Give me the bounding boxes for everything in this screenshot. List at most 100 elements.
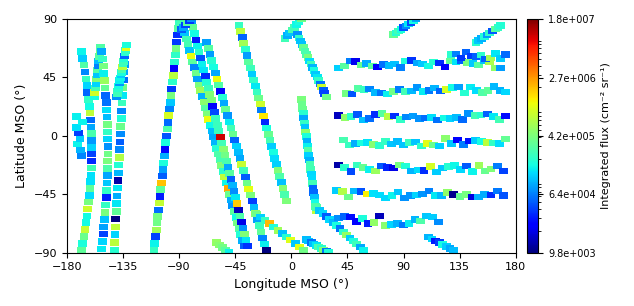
Bar [155, 193, 164, 200]
Bar [489, 140, 498, 146]
Bar [477, 52, 485, 58]
Bar [347, 91, 356, 97]
Bar [346, 58, 354, 64]
Bar [241, 174, 250, 180]
Bar [311, 71, 320, 77]
Bar [298, 106, 307, 112]
Bar [381, 222, 390, 229]
Bar [231, 214, 240, 221]
Bar [84, 89, 92, 96]
Bar [371, 168, 380, 174]
Bar [218, 94, 227, 101]
Bar [249, 76, 258, 83]
Bar [418, 191, 427, 197]
Bar [370, 141, 378, 147]
Y-axis label: Integrated flux (cm⁻² sr⁻¹): Integrated flux (cm⁻² sr⁻¹) [602, 62, 611, 209]
Bar [434, 117, 442, 123]
Bar [387, 141, 396, 147]
Bar [256, 101, 264, 107]
Bar [189, 24, 197, 31]
Bar [92, 76, 101, 82]
Bar [112, 94, 121, 100]
Bar [319, 210, 327, 217]
Bar [257, 107, 266, 113]
Bar [372, 89, 380, 96]
Bar [407, 88, 415, 94]
Bar [237, 219, 246, 225]
Bar [466, 84, 475, 90]
Bar [103, 129, 112, 135]
Bar [116, 75, 125, 81]
Bar [291, 240, 299, 247]
Bar [329, 219, 337, 226]
Bar [179, 24, 188, 31]
Bar [188, 59, 197, 65]
Bar [495, 116, 504, 123]
Bar [311, 203, 320, 210]
Bar [362, 60, 371, 67]
Bar [100, 224, 108, 230]
Bar [304, 147, 313, 154]
Bar [238, 34, 247, 41]
Bar [378, 110, 386, 117]
Bar [82, 83, 91, 89]
Bar [237, 161, 246, 168]
Bar [496, 65, 505, 71]
Bar [443, 189, 452, 196]
Bar [486, 30, 494, 36]
Bar [79, 233, 88, 240]
Bar [167, 92, 176, 99]
Bar [339, 137, 348, 144]
Bar [486, 55, 495, 61]
Bar [375, 213, 384, 219]
Bar [193, 43, 202, 49]
Bar [412, 192, 421, 198]
Bar [452, 59, 460, 65]
Bar [493, 163, 501, 169]
Bar [115, 80, 124, 87]
Bar [205, 91, 214, 98]
Bar [397, 26, 405, 33]
Bar [72, 113, 81, 120]
Bar [334, 162, 343, 168]
Bar [102, 99, 110, 106]
Bar [437, 192, 446, 199]
Bar [436, 143, 444, 149]
Bar [112, 216, 120, 222]
Bar [98, 246, 106, 252]
Bar [261, 217, 269, 224]
Bar [204, 116, 213, 123]
Bar [111, 224, 120, 230]
Bar [285, 30, 294, 36]
Bar [79, 240, 87, 247]
Bar [200, 99, 209, 106]
Bar [308, 64, 317, 71]
Bar [78, 119, 87, 125]
Bar [264, 131, 273, 137]
Bar [95, 53, 104, 60]
Bar [485, 58, 494, 65]
Bar [406, 192, 415, 199]
Bar [187, 16, 196, 22]
Bar [368, 63, 377, 69]
Bar [462, 49, 470, 55]
Bar [405, 139, 414, 146]
Bar [114, 85, 122, 92]
Bar [404, 220, 413, 227]
Bar [499, 168, 508, 174]
Bar [408, 113, 417, 119]
Bar [113, 177, 122, 184]
Bar [441, 64, 450, 70]
Bar [393, 220, 402, 226]
Bar [209, 64, 218, 70]
Bar [428, 236, 436, 242]
Bar [347, 168, 355, 174]
Bar [311, 199, 320, 205]
Bar [150, 247, 158, 253]
Bar [86, 117, 95, 123]
Bar [246, 65, 255, 71]
Bar [480, 58, 488, 64]
Bar [103, 136, 112, 142]
Bar [199, 67, 208, 73]
Bar [430, 85, 439, 91]
